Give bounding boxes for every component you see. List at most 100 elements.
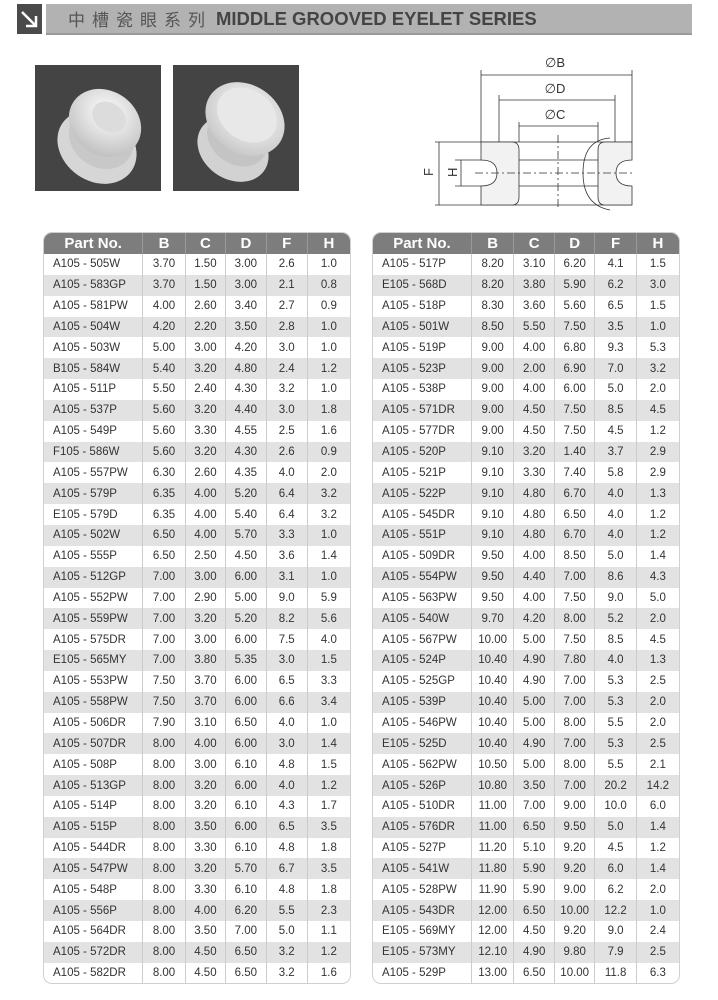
cell-h: 2.5	[636, 733, 679, 755]
cell-f: 9.0	[594, 587, 637, 609]
table-row: A105 - 544DR 8.00 3.30 6.10 4.8 1.8	[44, 837, 350, 859]
cell-b: 7.00	[142, 608, 186, 630]
cell-part-no: A105 - 508P	[44, 754, 144, 776]
table-row: A105 - 549P 5.60 3.30 4.55 2.5 1.6	[44, 420, 350, 442]
cell-f: 2.8	[266, 316, 308, 338]
table-row: A105 - 583GP 3.70 1.50 3.00 2.1 0.8	[44, 274, 350, 296]
table-row: A105 - 537P 5.60 3.20 4.40 3.0 1.8	[44, 399, 350, 421]
product-photo-eyelet-2	[173, 65, 299, 191]
cell-c: 3.00	[185, 337, 227, 359]
cell-h: 2.9	[636, 441, 679, 463]
table-row: A105 - 575DR 7.00 3.00 6.00 7.5 4.0	[44, 629, 350, 651]
cell-b: 8.00	[142, 795, 186, 817]
cell-f: 4.5	[594, 837, 637, 859]
cell-c: 3.20	[185, 358, 227, 380]
cell-b: 9.00	[471, 399, 515, 421]
cell-part-no: E105 - 565MY	[44, 650, 144, 671]
cell-f: 7.9	[594, 941, 637, 963]
table-row: A105 - 519P 9.00 4.00 6.80 9.3 5.3	[373, 337, 679, 359]
dimension-diagram: ∅B ∅D ∅C F H	[421, 55, 635, 211]
cell-f: 7.5	[266, 629, 308, 651]
cell-f: 4.0	[594, 483, 637, 505]
cell-part-no: A105 - 519P	[373, 337, 472, 359]
cell-f: 6.4	[266, 504, 308, 525]
cell-part-no: A105 - 522P	[373, 483, 472, 505]
cell-h: 6.3	[649, 967, 666, 980]
cell-b: 7.00	[142, 587, 186, 609]
cell-f: 20.2	[594, 775, 637, 796]
cell-c: 3.10	[513, 254, 555, 275]
cell-c: 3.00	[185, 754, 227, 776]
cell-part-no: A105 - 558PW	[44, 691, 144, 713]
cell-d: 5.35	[225, 650, 267, 671]
cell-part-no: A105 - 543DR	[373, 900, 472, 921]
label-c: ∅C	[545, 107, 566, 122]
table-row: A105 - 581PW 4.00 2.60 3.40 2.7 0.9	[44, 295, 350, 317]
cell-part-no: E105 - 573MY	[373, 941, 472, 963]
cell-d: 9.20	[554, 837, 596, 859]
cell-h: 5.0	[649, 591, 666, 604]
cell-h: 1.7	[320, 800, 337, 813]
cell-b: 8.00	[142, 879, 186, 901]
table-row: A105 - 510DR 11.00 7.00 9.00 10.0 6.0	[373, 795, 679, 817]
cell-f: 11.8	[594, 962, 637, 983]
cell-b: 6.35	[142, 504, 186, 525]
cell-f: 5.0	[594, 545, 637, 567]
cell-d: 6.80	[554, 337, 596, 359]
table-row: A105 - 541W 11.80 5.90 9.20 6.0 1.4	[373, 858, 679, 880]
table-row: A105 - 515P 8.00 3.50 6.00 6.5 3.5	[44, 816, 350, 838]
cell-c: 3.20	[185, 775, 227, 796]
cell-f: 2.5	[266, 420, 308, 442]
cell-c: 4.50	[185, 941, 227, 963]
cell-f: 6.0	[594, 858, 637, 880]
cell-part-no: A105 - 503W	[44, 337, 144, 359]
cell-d: 4.40	[225, 399, 267, 421]
table-row: A105 - 557PW 6.30 2.60 4.35 4.0 2.0	[44, 462, 350, 484]
cell-d: 3.40	[225, 295, 267, 317]
cell-d: 4.20	[225, 337, 267, 359]
table-row: A105 - 507DR 8.00 4.00 6.00 3.0 1.4	[44, 733, 350, 755]
table-row: A105 - 539P 10.40 5.00 7.00 5.3 2.0	[373, 691, 679, 713]
left-spec-table: Part No. B C D F H A105 - 505W 3.70 1.50 3.00 2.6 1…	[43, 232, 351, 984]
cell-d: 6.70	[554, 524, 596, 546]
cell-f: 3.2	[266, 941, 308, 963]
cell-f: 3.6	[266, 545, 308, 567]
cell-f: 3.2	[266, 962, 308, 983]
cell-part-no: A105 - 544DR	[44, 837, 144, 859]
cell-c: 4.50	[513, 399, 555, 421]
cell-b: 5.60	[142, 441, 186, 463]
cell-d: 4.30	[225, 441, 267, 463]
cell-d: 5.60	[554, 295, 596, 317]
cell-f: 10.0	[594, 795, 637, 817]
cell-c: 4.00	[185, 524, 227, 546]
cell-h: 3.5	[307, 858, 350, 880]
cell-h: 0.9	[320, 300, 337, 313]
cell-b: 9.00	[471, 379, 515, 400]
cell-part-no: A105 - 528PW	[373, 879, 472, 901]
cell-f: 8.6	[594, 566, 637, 588]
cell-h: 2.4	[649, 925, 666, 938]
cell-f: 2.6	[266, 441, 308, 463]
cell-h: 2.5	[649, 675, 666, 688]
cell-h: 4.5	[636, 399, 679, 421]
cell-f: 4.8	[266, 837, 308, 859]
cell-c: 3.70	[185, 670, 227, 692]
right-spec-table: Part No. B C D F H A105 - 517P 8.20 3.10 6.20 4.1 1…	[372, 232, 680, 984]
cell-b: 11.90	[471, 879, 515, 901]
cell-part-no: A105 - 572DR	[44, 941, 144, 963]
cell-part-no: A105 - 521P	[373, 462, 472, 484]
table-row: A105 - 572DR 8.00 4.50 6.50 3.2 1.2	[44, 941, 350, 963]
cell-c: 3.70	[185, 691, 227, 713]
cell-part-no: A105 - 511P	[44, 379, 144, 400]
cell-c: 5.90	[513, 879, 555, 901]
cell-f: 5.5	[266, 900, 308, 921]
cell-part-no: A105 - 505W	[44, 254, 144, 275]
cell-c: 3.10	[185, 712, 227, 734]
cell-d: 7.00	[554, 775, 596, 796]
cell-d: 7.50	[554, 629, 596, 651]
cell-d: 7.50	[554, 399, 596, 421]
cell-c: 4.90	[513, 733, 555, 755]
cell-f: 6.7	[266, 858, 308, 880]
cell-d: 4.35	[225, 462, 267, 484]
cell-c: 5.00	[513, 712, 555, 734]
